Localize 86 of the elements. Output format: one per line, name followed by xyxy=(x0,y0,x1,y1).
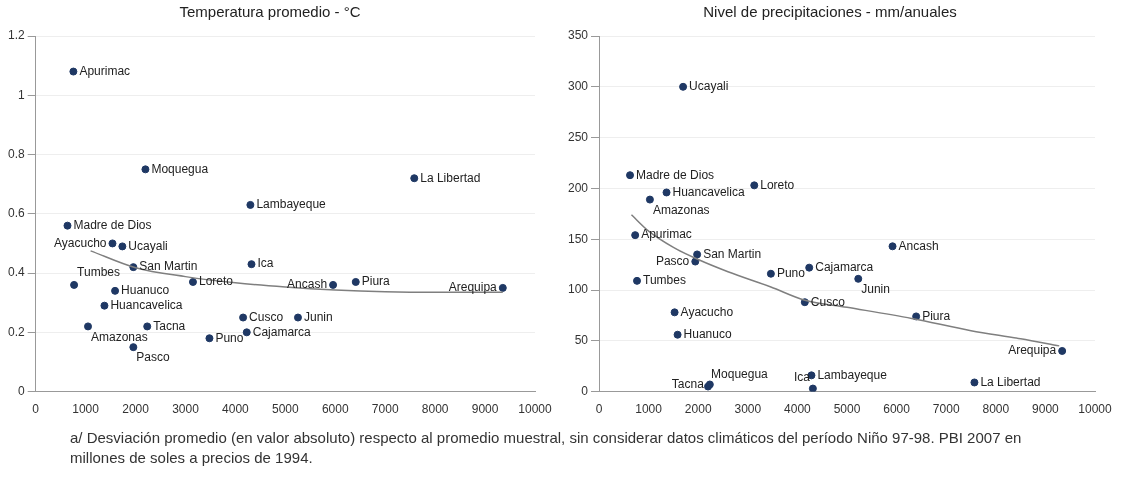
annotation: Amazonas xyxy=(91,329,148,344)
y-tick-label: 1.2 xyxy=(7,28,25,43)
x-tick-label: 5000 xyxy=(833,402,861,417)
annotation: La Libertad xyxy=(420,170,481,185)
annotation: Piura xyxy=(361,274,391,289)
x-tick-label: 3000 xyxy=(734,402,762,417)
annotation: San Martin xyxy=(703,246,762,261)
annotation: Apurimac xyxy=(641,227,692,242)
annotation: Huancavelica xyxy=(110,297,183,312)
annotation: Lambayeque xyxy=(817,367,888,382)
x-tick-label: 9000 xyxy=(1032,402,1060,417)
y-tick-label: 100 xyxy=(567,282,589,297)
x-tick-label: 9000 xyxy=(471,402,499,417)
annotation: Loreto xyxy=(760,177,795,192)
annotation: Junin xyxy=(861,282,890,297)
annotation: Puno xyxy=(215,330,244,345)
x-tick-label: 0 xyxy=(595,402,603,417)
annotation: Ayacucho xyxy=(680,304,734,319)
y-tick-label: 1 xyxy=(17,87,25,102)
x-tick-label: 1000 xyxy=(635,402,663,417)
x-tick-label: 7000 xyxy=(371,402,399,417)
annotation: Loreto xyxy=(198,274,234,289)
annotation: Ucayali xyxy=(128,238,168,253)
annotation: Ancash xyxy=(287,277,328,292)
y-tick-label: 150 xyxy=(567,231,589,246)
annotation: Puno xyxy=(776,266,806,281)
annotation: Moquegua xyxy=(151,161,209,176)
annotation: Arequipa xyxy=(448,280,498,295)
annotation: Tacna xyxy=(671,376,705,391)
annotation: Moquegua xyxy=(711,366,769,381)
annotation: Pasco xyxy=(655,253,690,268)
y-tick-label: 0 xyxy=(17,383,25,398)
chart-title: Temperatura promedio - °C xyxy=(179,3,361,21)
annotation: Cajamarca xyxy=(252,324,312,339)
x-tick-label: 4000 xyxy=(784,402,812,417)
annotation: San Martin xyxy=(139,259,198,274)
text: a/ Desviación promedio (en valor absoluto) respecto al promedio muestral, sin considerar datos climáticos del período Niño 97-98. PBI 2007 en millones de soles a precios de 1994. xyxy=(70,428,1023,468)
y-tick-label: 0.6 xyxy=(7,206,25,221)
annotation: Junin xyxy=(303,309,333,324)
x-tick-label: 8000 xyxy=(982,402,1010,417)
x-tick-label: 3000 xyxy=(172,402,200,417)
x-tick-label: 6000 xyxy=(321,402,349,417)
annotation: Ancash xyxy=(898,238,939,253)
x-tick-label: 10000 xyxy=(1078,402,1113,417)
x-tick-label: 8000 xyxy=(421,402,449,417)
annotation: Lambayeque xyxy=(256,197,327,212)
y-tick-label: 0.4 xyxy=(7,265,25,280)
annotation: Piura xyxy=(922,308,951,323)
y-tick-label: 0 xyxy=(581,383,589,398)
x-tick-label: 5000 xyxy=(271,402,300,417)
x-tick-label: 6000 xyxy=(883,402,911,417)
annotation: Huanuco xyxy=(683,327,732,342)
annotation: Huanuco xyxy=(121,283,170,298)
chart-title: Nivel de precipitaciones - mm/anuales xyxy=(703,3,957,21)
x-tick-label: 7000 xyxy=(932,402,960,417)
y-tick-label: 200 xyxy=(567,180,589,195)
annotation: La Libertad xyxy=(980,374,1041,389)
annotation: Tumbes xyxy=(643,273,686,288)
y-tick-label: 0.8 xyxy=(7,146,25,161)
annotation: Cusco xyxy=(249,309,284,324)
x-tick-label: 4000 xyxy=(222,402,250,417)
x-tick-label: 0 xyxy=(32,402,40,417)
x-tick-label: 1000 xyxy=(72,402,100,417)
y-tick-label: 300 xyxy=(567,79,589,94)
annotation: Tumbes xyxy=(77,265,120,280)
annotation: Arequipa xyxy=(1008,343,1057,358)
annotation: Ayacucho xyxy=(53,235,107,250)
annotation: Ica xyxy=(257,256,274,271)
y-tick-label: 50 xyxy=(574,333,589,348)
annotation: Huancavelica xyxy=(672,184,745,199)
x-tick-label: 2000 xyxy=(122,402,150,417)
y-tick-label: 350 xyxy=(567,28,589,43)
annotation: Ica xyxy=(793,369,811,384)
annotation: Madre de Dios xyxy=(73,217,152,232)
annotation: Apurimac xyxy=(79,63,131,78)
annotation: Cajamarca xyxy=(815,259,874,274)
annotation: Tacna xyxy=(153,318,186,333)
annotation: Ucayali xyxy=(689,79,729,94)
y-tick-label: 250 xyxy=(567,129,589,144)
annotation: Madre de Dios xyxy=(636,167,715,182)
x-tick-label: 10000 xyxy=(518,402,553,417)
annotation: Amazonas xyxy=(652,202,710,217)
annotation: Cusco xyxy=(810,294,846,309)
y-tick-label: 0.2 xyxy=(7,324,25,339)
annotation: Pasco xyxy=(136,350,171,365)
x-tick-label: 2000 xyxy=(684,402,712,417)
